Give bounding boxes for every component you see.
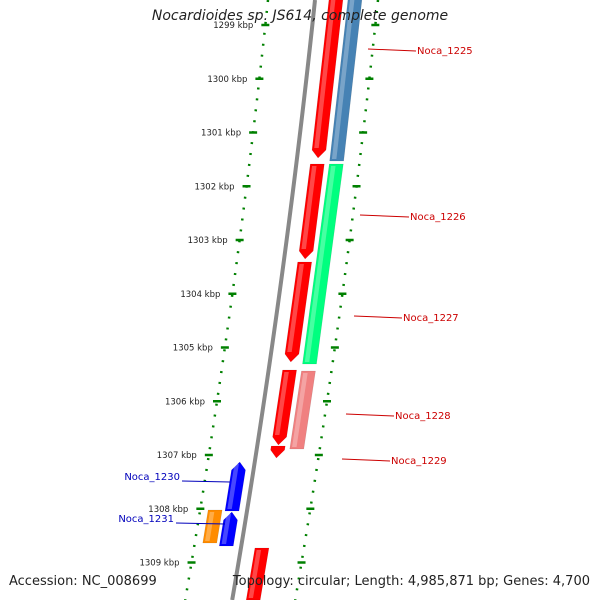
gene-label-leader xyxy=(175,522,226,525)
genome-summary-text: Topology: circular; Length: 4,985,871 bp… xyxy=(232,574,590,589)
feature-bar-green xyxy=(302,163,344,365)
reverse-gene-1230 xyxy=(224,461,246,512)
gene-label-leader xyxy=(353,315,403,319)
forward-gene-3-highlight xyxy=(287,264,304,352)
scale-rail-right xyxy=(293,0,380,600)
scale-label: 1307 kbp xyxy=(157,451,197,461)
scale-label: 1306 kbp xyxy=(165,397,205,407)
feature-bar-pink-highlight xyxy=(292,373,308,447)
gene-label: Noca_1226 xyxy=(410,212,466,223)
scale-rail-left xyxy=(183,0,270,600)
feature-bar-pink xyxy=(289,370,316,450)
forward-gene-6-highlight xyxy=(248,550,262,598)
orange-feature xyxy=(202,509,223,544)
gene-label-leader xyxy=(359,214,410,218)
scale-label: 1300 kbp xyxy=(207,75,247,85)
feature-bar-blue-highlight xyxy=(331,0,355,159)
scale-label: 1305 kbp xyxy=(173,344,213,354)
gene-label: Noca_1228 xyxy=(395,411,451,422)
scale-label: 1308 kbp xyxy=(148,505,188,515)
gene-label: Noca_1227 xyxy=(403,313,459,324)
feature-bar-blue xyxy=(329,0,363,162)
scale-label: 1309 kbp xyxy=(139,559,179,569)
gene-label-leader xyxy=(367,48,417,52)
reverse-gene-1231 xyxy=(218,511,238,547)
forward-gene-3 xyxy=(284,261,313,363)
scale-label: 1302 kbp xyxy=(194,182,234,192)
reverse-gene-1230-highlight xyxy=(227,464,239,509)
accession-text: Accession: NC_008699 xyxy=(9,574,157,589)
gene-label: Noca_1230 xyxy=(124,472,180,483)
genome-backbone xyxy=(230,0,317,600)
forward-gene-1 xyxy=(311,0,344,159)
gene-label: Noca_1229 xyxy=(391,456,447,467)
forward-gene-1-highlight xyxy=(314,0,336,148)
forward-gene-4 xyxy=(272,369,297,446)
forward-gene-5 xyxy=(270,445,286,459)
gene-label-leader xyxy=(341,458,391,462)
scale-label: 1303 kbp xyxy=(188,236,228,246)
scale-label: 1301 kbp xyxy=(201,129,241,139)
feature-bar-green-highlight xyxy=(304,166,336,362)
gene-label: Noca_1225 xyxy=(417,46,473,57)
map-title: Nocardioides sp. JS614, complete genome xyxy=(151,8,449,24)
gene-label-leader xyxy=(181,480,231,483)
forward-gene-2 xyxy=(298,163,325,260)
scale-label: 1299 kbp xyxy=(213,21,253,31)
gene-label-leader xyxy=(345,413,395,417)
scale-label: 1304 kbp xyxy=(180,290,220,300)
forward-gene-6 xyxy=(245,547,270,600)
gene-label: Noca_1231 xyxy=(118,514,174,525)
forward-gene-2-highlight xyxy=(301,166,317,249)
forward-gene-4-highlight xyxy=(274,372,289,435)
reverse-gene-1231-highlight xyxy=(221,514,231,544)
orange-feature-highlight xyxy=(205,512,215,541)
